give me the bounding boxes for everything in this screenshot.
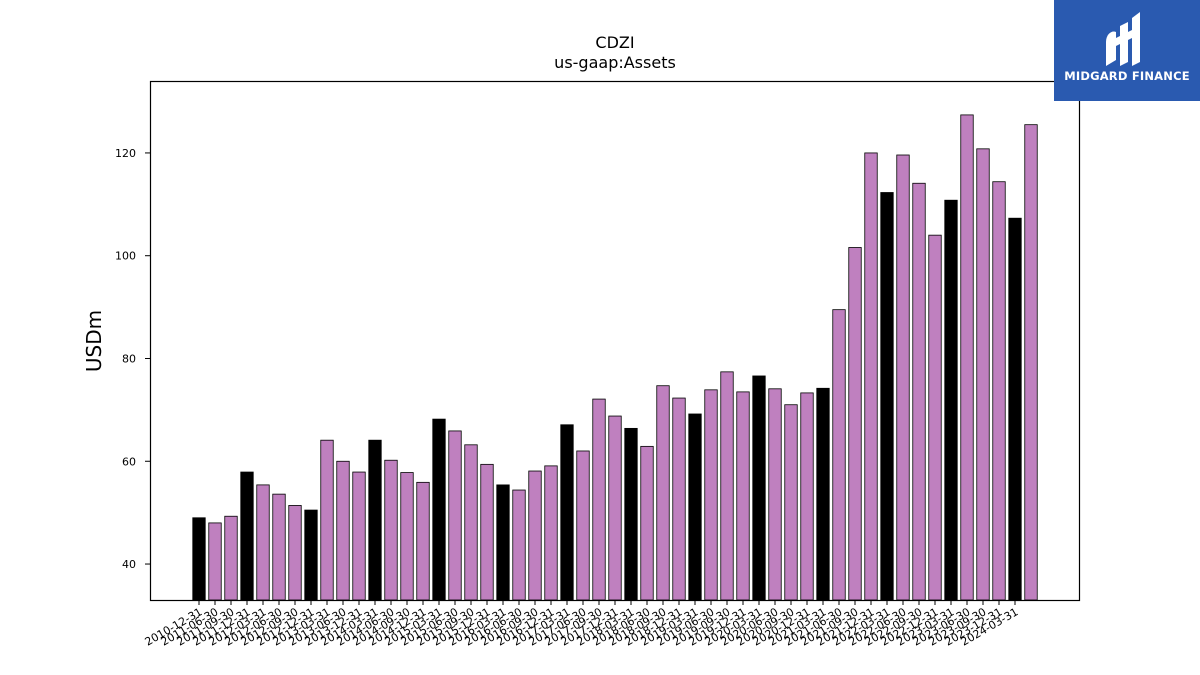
chart-title: CDZI: [595, 33, 634, 52]
logo-text: MIDGARD FINANCE: [1064, 69, 1190, 83]
bar: [448, 430, 462, 601]
bar: [432, 418, 446, 601]
bar: [896, 154, 910, 601]
bar: [800, 392, 814, 601]
bar: [352, 471, 366, 601]
chart-subtitle: us-gaap:Assets: [554, 53, 676, 72]
bar: [544, 465, 558, 601]
bar: [784, 404, 798, 601]
bar: [224, 515, 238, 601]
bar: [336, 460, 350, 601]
bar: [368, 439, 382, 601]
bar: [416, 481, 430, 601]
bar: [480, 463, 494, 601]
y-tick-label: 100: [115, 250, 136, 263]
bar: [736, 391, 750, 601]
y-tick-label: 40: [122, 558, 136, 571]
bar: [528, 470, 542, 601]
bar: [752, 375, 766, 601]
bar: [656, 385, 670, 601]
midgard-logo-icon: [1106, 12, 1140, 66]
bar: [496, 484, 510, 601]
bar: [960, 114, 974, 601]
bar: [848, 247, 862, 601]
bar: [688, 413, 702, 601]
bar: [400, 472, 414, 601]
bar: [704, 389, 718, 601]
bar: [768, 388, 782, 601]
y-axis-label: USDm: [82, 310, 106, 372]
bar: [320, 439, 334, 601]
bar: [272, 493, 286, 601]
bar: [912, 182, 926, 601]
bar: [512, 489, 526, 601]
bar: [1024, 124, 1038, 601]
y-tick-label: 80: [122, 352, 136, 365]
bar: [608, 415, 622, 601]
bar: [672, 397, 686, 601]
bar: [720, 371, 734, 601]
bar: [256, 484, 270, 601]
bar: [864, 152, 878, 601]
bars-group: [192, 114, 1038, 601]
bar: [288, 505, 302, 601]
y-tick-label: 120: [115, 147, 136, 160]
bar: [880, 192, 894, 601]
bar: [208, 522, 222, 601]
bar: [592, 398, 606, 601]
bar: [384, 459, 398, 601]
bar: [816, 387, 830, 601]
bar: [976, 148, 990, 601]
plot-frame: [149, 80, 1081, 602]
y-tick-label: 60: [122, 455, 136, 468]
bar: [304, 509, 318, 601]
bar: [560, 424, 574, 601]
bar: [640, 445, 654, 601]
x-axis: 2010-12-312011-06-302011-09-302011-12-31…: [143, 600, 1021, 649]
bar: [992, 181, 1006, 601]
bar: [192, 517, 206, 601]
bar: [240, 471, 254, 601]
bar: [832, 309, 846, 601]
midgard-finance-logo: MIDGARD FINANCE: [1054, 0, 1200, 101]
bar: [1008, 217, 1022, 601]
y-axis: 40 60 80 100 120: [115, 147, 150, 571]
bar: [624, 427, 638, 601]
bar: [928, 234, 942, 601]
bar: [944, 199, 958, 601]
bar: [464, 444, 478, 601]
bar: [576, 450, 590, 601]
